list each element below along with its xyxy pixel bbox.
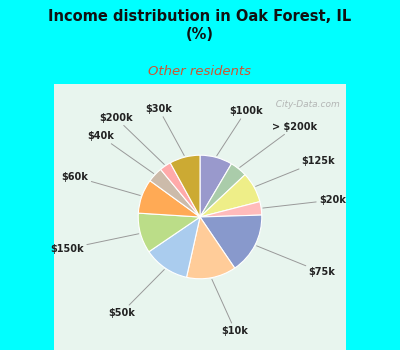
Wedge shape bbox=[200, 164, 245, 217]
Wedge shape bbox=[200, 175, 260, 217]
Text: > $200k: > $200k bbox=[240, 121, 318, 167]
Wedge shape bbox=[138, 181, 200, 217]
Text: $30k: $30k bbox=[145, 104, 184, 155]
Text: $125k: $125k bbox=[256, 156, 335, 187]
Text: $75k: $75k bbox=[256, 246, 336, 277]
Wedge shape bbox=[170, 155, 200, 217]
Wedge shape bbox=[200, 202, 262, 217]
Text: City-Data.com: City-Data.com bbox=[270, 100, 340, 109]
Wedge shape bbox=[200, 215, 262, 268]
Wedge shape bbox=[138, 213, 200, 252]
Text: Income distribution in Oak Forest, IL
(%): Income distribution in Oak Forest, IL (%… bbox=[48, 9, 352, 42]
Text: $50k: $50k bbox=[108, 270, 164, 318]
Wedge shape bbox=[161, 163, 200, 217]
Wedge shape bbox=[186, 217, 235, 279]
Text: $60k: $60k bbox=[62, 172, 140, 196]
Wedge shape bbox=[200, 155, 232, 217]
Text: $40k: $40k bbox=[87, 131, 154, 174]
Wedge shape bbox=[149, 217, 200, 277]
Text: $100k: $100k bbox=[217, 106, 263, 156]
Text: Other residents: Other residents bbox=[148, 65, 252, 78]
Text: $10k: $10k bbox=[212, 279, 248, 336]
Bar bbox=[54, 84, 346, 350]
Text: $150k: $150k bbox=[50, 234, 139, 254]
Wedge shape bbox=[150, 169, 200, 217]
Text: $20k: $20k bbox=[263, 195, 346, 208]
Text: $200k: $200k bbox=[99, 113, 164, 164]
